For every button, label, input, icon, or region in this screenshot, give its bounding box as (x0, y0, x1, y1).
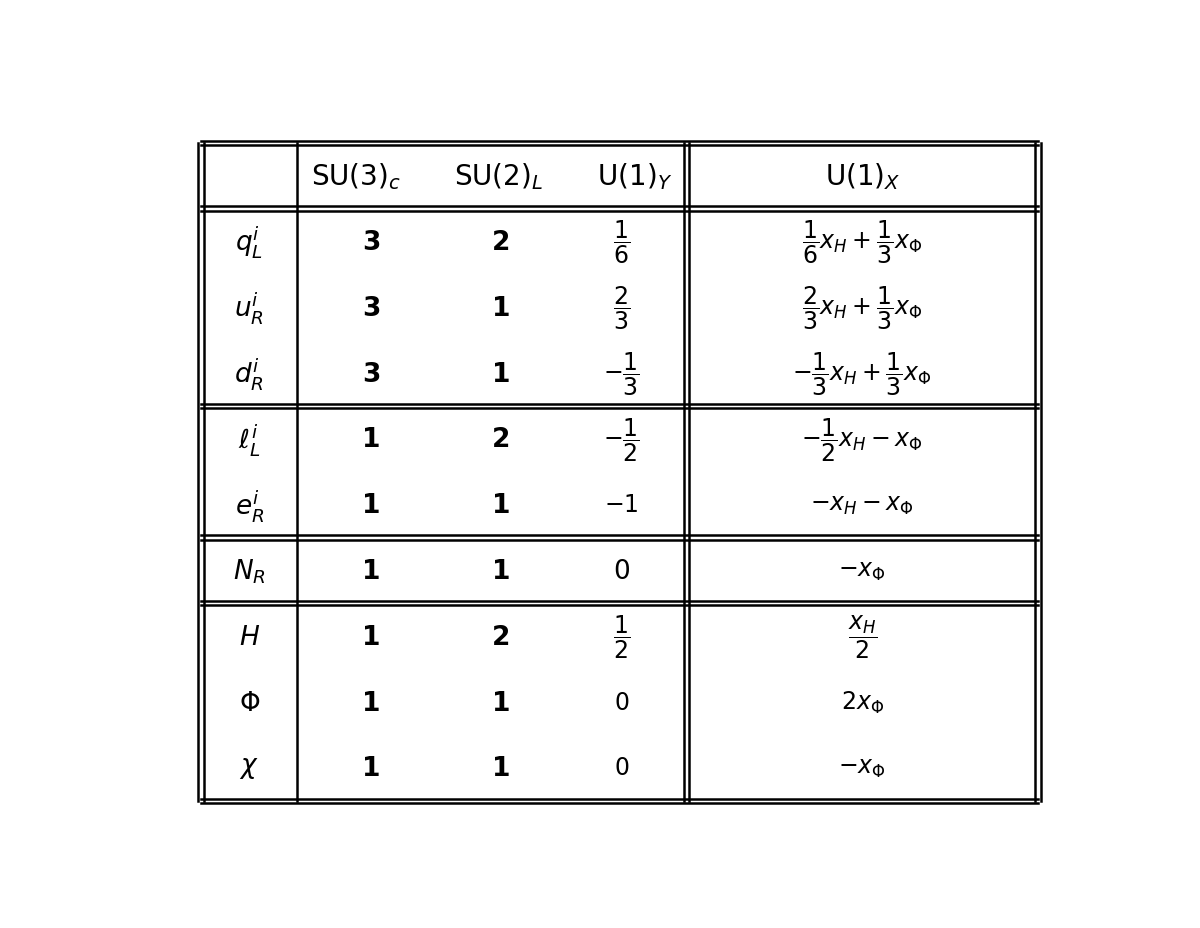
Text: $\mathbf{1}$: $\mathbf{1}$ (361, 690, 380, 715)
Text: $-\dfrac{1}{3}x_H + \dfrac{1}{3}x_\Phi$: $-\dfrac{1}{3}x_H + \dfrac{1}{3}x_\Phi$ (792, 350, 932, 397)
Text: $\chi$: $\chi$ (240, 755, 259, 780)
Text: $\dfrac{1}{6}$: $\dfrac{1}{6}$ (613, 218, 630, 265)
Text: $0$: $0$ (614, 690, 630, 714)
Text: $-x_H - x_\Phi$: $-x_H - x_\Phi$ (810, 494, 914, 517)
Text: $-x_\Phi$: $-x_\Phi$ (839, 756, 887, 780)
Text: $u^i_R$: $u^i_R$ (234, 290, 264, 326)
Text: $\mathbf{1}$: $\mathbf{1}$ (491, 493, 510, 518)
Text: $\dfrac{2}{3}$: $\dfrac{2}{3}$ (613, 284, 630, 331)
Text: $-\dfrac{1}{2}x_H - x_\Phi$: $-\dfrac{1}{2}x_H - x_\Phi$ (802, 416, 923, 463)
Text: $\mathbf{3}$: $\mathbf{3}$ (361, 295, 379, 320)
Text: $\dfrac{1}{2}$: $\dfrac{1}{2}$ (613, 612, 630, 660)
Text: $\mathbf{1}$: $\mathbf{1}$ (361, 493, 380, 518)
Text: $\mathbf{1}$: $\mathbf{1}$ (361, 559, 380, 584)
Text: $\mathbf{3}$: $\mathbf{3}$ (361, 361, 379, 386)
Text: $\dfrac{1}{6}x_H + \dfrac{1}{3}x_\Phi$: $\dfrac{1}{6}x_H + \dfrac{1}{3}x_\Phi$ (803, 218, 923, 265)
Text: $\mathbf{1}$: $\mathbf{1}$ (361, 624, 380, 649)
Text: $d^i_R$: $d^i_R$ (234, 355, 264, 392)
Text: $\mathbf{1}$: $\mathbf{1}$ (491, 361, 510, 386)
Text: $e^i_R$: $e^i_R$ (235, 487, 264, 523)
Text: $\dfrac{2}{3}x_H + \dfrac{1}{3}x_\Phi$: $\dfrac{2}{3}x_H + \dfrac{1}{3}x_\Phi$ (803, 284, 923, 331)
Text: $\mathrm{SU}(3)_c \quad\quad \mathrm{SU}(2)_L \quad\quad \mathrm{U}(1)_Y$: $\mathrm{SU}(3)_c \quad\quad \mathrm{SU}… (311, 161, 673, 192)
Text: $-\dfrac{1}{3}$: $-\dfrac{1}{3}$ (604, 350, 640, 397)
Text: $\dfrac{x_H}{2}$: $\dfrac{x_H}{2}$ (847, 612, 877, 661)
Text: $\mathbf{1}$: $\mathbf{1}$ (491, 295, 510, 320)
Text: $-\dfrac{1}{2}$: $-\dfrac{1}{2}$ (604, 416, 640, 463)
Text: $\mathbf{1}$: $\mathbf{1}$ (361, 755, 380, 780)
Text: $\mathbf{2}$: $\mathbf{2}$ (491, 229, 510, 254)
Text: $q^i_L$: $q^i_L$ (235, 225, 263, 260)
Text: $\mathbf{1}$: $\mathbf{1}$ (361, 427, 380, 452)
Text: $\Phi$: $\Phi$ (239, 690, 260, 715)
Text: $-x_\Phi$: $-x_\Phi$ (839, 560, 887, 582)
Text: $\mathrm{U}(1)_X$: $\mathrm{U}(1)_X$ (824, 161, 900, 192)
Text: $\mathbf{3}$: $\mathbf{3}$ (361, 229, 379, 254)
Text: $\ell^i_L$: $\ell^i_L$ (238, 421, 260, 458)
Text: $-1$: $-1$ (605, 494, 640, 517)
Text: $\mathbf{2}$: $\mathbf{2}$ (491, 427, 510, 452)
Text: $\mathbf{1}$: $\mathbf{1}$ (491, 690, 510, 715)
Text: $\mathbf{1}$: $\mathbf{1}$ (491, 559, 510, 584)
Text: $\mathbf{1}$: $\mathbf{1}$ (491, 755, 510, 780)
Text: $2x_\Phi$: $2x_\Phi$ (841, 690, 884, 715)
Text: $N_R$: $N_R$ (233, 557, 265, 585)
Text: $\mathbf{2}$: $\mathbf{2}$ (491, 624, 510, 649)
Text: $0$: $0$ (613, 559, 630, 584)
Text: $H$: $H$ (239, 624, 260, 649)
Text: $0$: $0$ (614, 756, 630, 780)
